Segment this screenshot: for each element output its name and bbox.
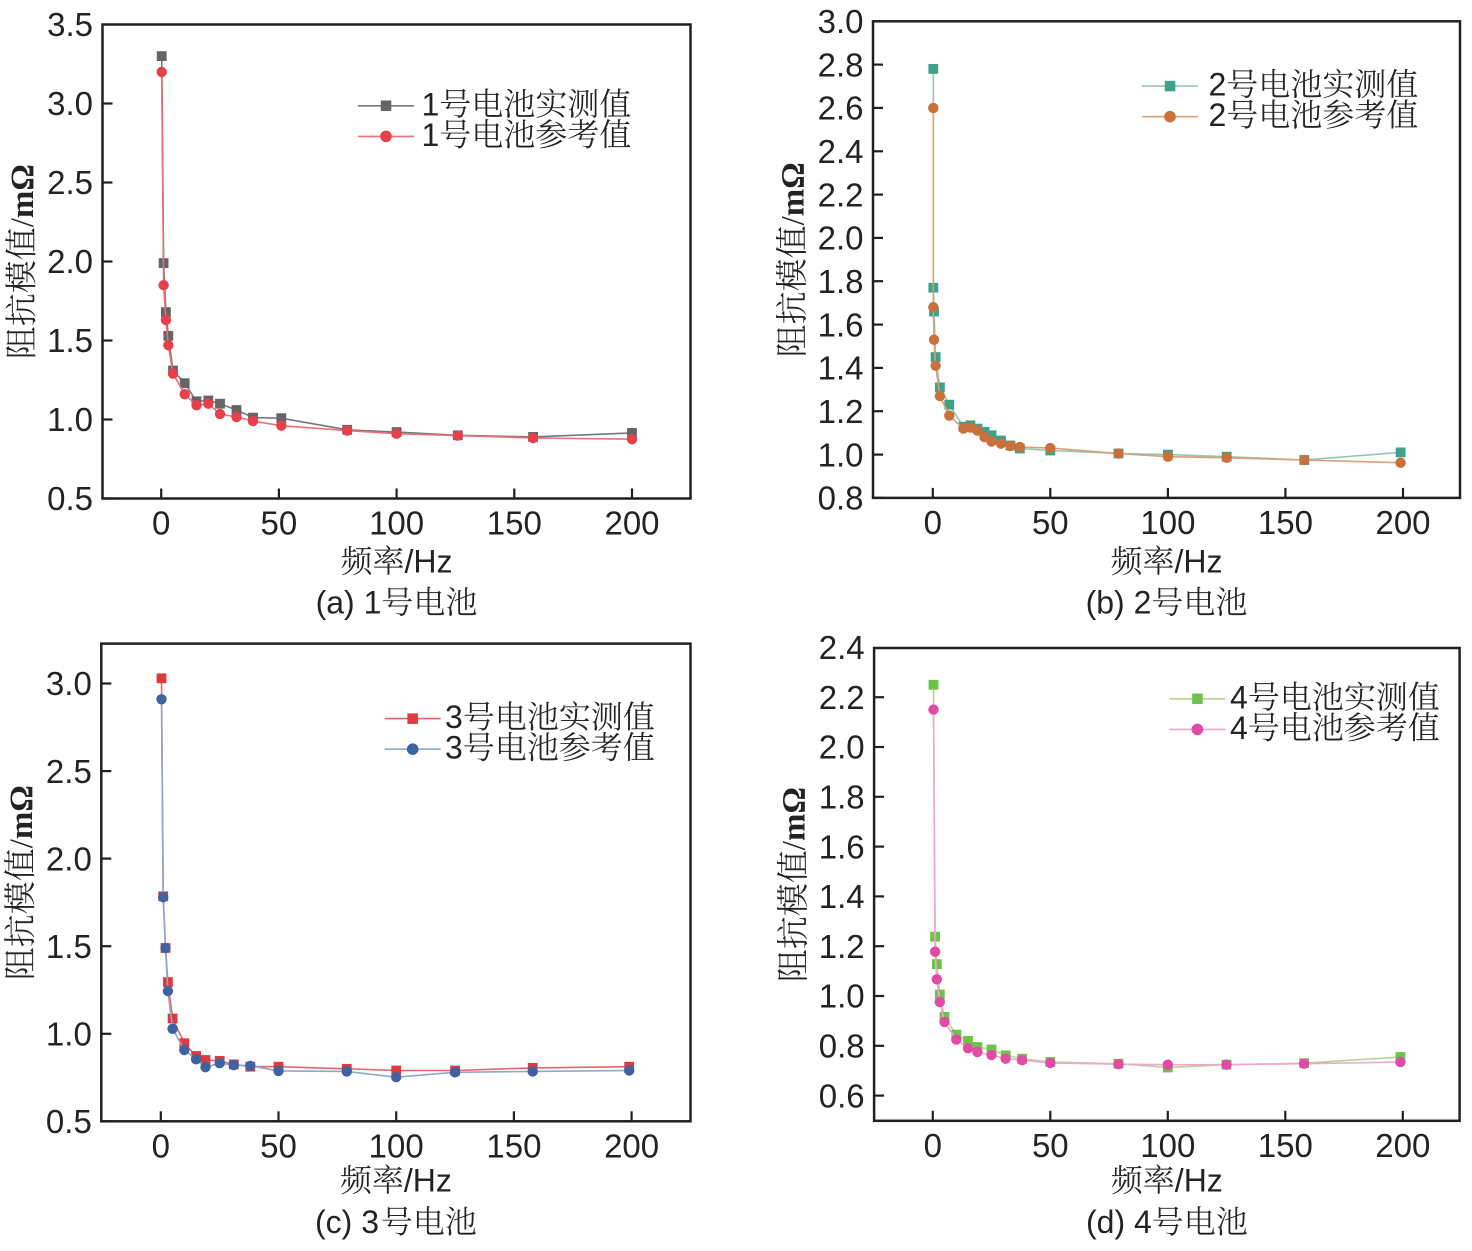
svg-text:50: 50	[1032, 1127, 1069, 1164]
svg-text:3.0: 3.0	[46, 665, 92, 702]
svg-text:50: 50	[260, 1128, 297, 1165]
svg-text:2.5: 2.5	[47, 164, 93, 201]
svg-text:2: 2	[1209, 67, 1227, 103]
svg-text:/Hz: /Hz	[1175, 544, 1223, 580]
svg-text:mΩ: mΩ	[777, 787, 813, 841]
svg-text:2.5: 2.5	[46, 753, 92, 790]
svg-text:2.2: 2.2	[818, 176, 864, 213]
svg-text:150: 150	[1258, 1127, 1313, 1164]
svg-text:1.6: 1.6	[819, 828, 865, 865]
svg-text:2.2: 2.2	[819, 679, 865, 716]
svg-text:2.8: 2.8	[818, 46, 864, 83]
svg-text:1.8: 1.8	[818, 263, 864, 300]
svg-text:(c) 3: (c) 3	[315, 1204, 379, 1240]
svg-text:3.0: 3.0	[47, 85, 93, 122]
svg-text:4: 4	[1230, 679, 1248, 715]
svg-text:3.0: 3.0	[818, 3, 864, 40]
svg-text:1.2: 1.2	[818, 393, 864, 430]
svg-text:1.4: 1.4	[818, 350, 864, 387]
svg-text:200: 200	[1375, 1127, 1430, 1164]
svg-text:1.8: 1.8	[819, 779, 865, 816]
svg-text:(a) 1: (a) 1	[316, 585, 382, 621]
svg-text:1.0: 1.0	[46, 1016, 92, 1053]
svg-text:1.2: 1.2	[819, 928, 865, 965]
svg-text:4: 4	[1230, 710, 1248, 746]
svg-text:200: 200	[604, 1128, 659, 1165]
svg-text:2: 2	[1209, 97, 1227, 133]
svg-text:100: 100	[1140, 1127, 1195, 1164]
svg-text:/: /	[5, 217, 41, 227]
svg-text:1.5: 1.5	[47, 322, 93, 359]
svg-text:1.0: 1.0	[819, 978, 865, 1015]
svg-text:2.4: 2.4	[819, 629, 865, 666]
svg-text:/: /	[4, 838, 40, 848]
svg-text:50: 50	[261, 505, 298, 542]
svg-text:0.6: 0.6	[819, 1077, 865, 1114]
svg-text:mΩ: mΩ	[4, 785, 40, 839]
svg-text:1.0: 1.0	[47, 401, 93, 438]
svg-text:/: /	[776, 215, 812, 225]
svg-text:3: 3	[445, 730, 463, 766]
svg-text:0.8: 0.8	[819, 1028, 865, 1065]
svg-text:100: 100	[1140, 504, 1195, 541]
svg-text:1.6: 1.6	[818, 306, 864, 343]
svg-text:0: 0	[924, 504, 942, 541]
svg-text:200: 200	[604, 505, 659, 542]
svg-text:1.0: 1.0	[818, 436, 864, 473]
svg-text:mΩ: mΩ	[776, 162, 812, 216]
svg-text:mΩ: mΩ	[5, 164, 41, 218]
svg-text:(d) 4: (d) 4	[1086, 1204, 1152, 1240]
svg-text:0.8: 0.8	[818, 480, 864, 517]
svg-text:200: 200	[1375, 504, 1430, 541]
svg-text:1.4: 1.4	[819, 878, 865, 915]
svg-text:50: 50	[1032, 504, 1069, 541]
svg-text:2.0: 2.0	[46, 840, 92, 877]
svg-text:/Hz: /Hz	[404, 1163, 452, 1199]
svg-text:0: 0	[924, 1127, 942, 1164]
svg-text:2.0: 2.0	[47, 243, 93, 280]
svg-text:150: 150	[1258, 504, 1313, 541]
svg-text:100: 100	[369, 1128, 424, 1165]
svg-text:1: 1	[422, 117, 440, 153]
svg-text:(b) 2: (b) 2	[1086, 585, 1152, 621]
svg-text:3.5: 3.5	[47, 6, 93, 43]
svg-text:2.0: 2.0	[818, 220, 864, 257]
svg-text:2.4: 2.4	[818, 133, 864, 170]
svg-text:3: 3	[445, 699, 463, 735]
svg-text:1.5: 1.5	[46, 928, 92, 965]
svg-text:2.0: 2.0	[819, 729, 865, 766]
svg-text:/: /	[777, 840, 813, 850]
svg-text:100: 100	[369, 505, 424, 542]
svg-text:2.6: 2.6	[818, 90, 864, 127]
svg-text:150: 150	[486, 1128, 541, 1165]
svg-text:0: 0	[152, 1128, 170, 1165]
svg-text:/Hz: /Hz	[405, 544, 453, 580]
svg-text:0: 0	[152, 505, 170, 542]
svg-text:0.5: 0.5	[46, 1103, 92, 1140]
svg-text:/Hz: /Hz	[1175, 1163, 1223, 1199]
svg-text:1: 1	[422, 86, 440, 122]
svg-text:0.5: 0.5	[47, 480, 93, 517]
svg-text:150: 150	[487, 505, 542, 542]
